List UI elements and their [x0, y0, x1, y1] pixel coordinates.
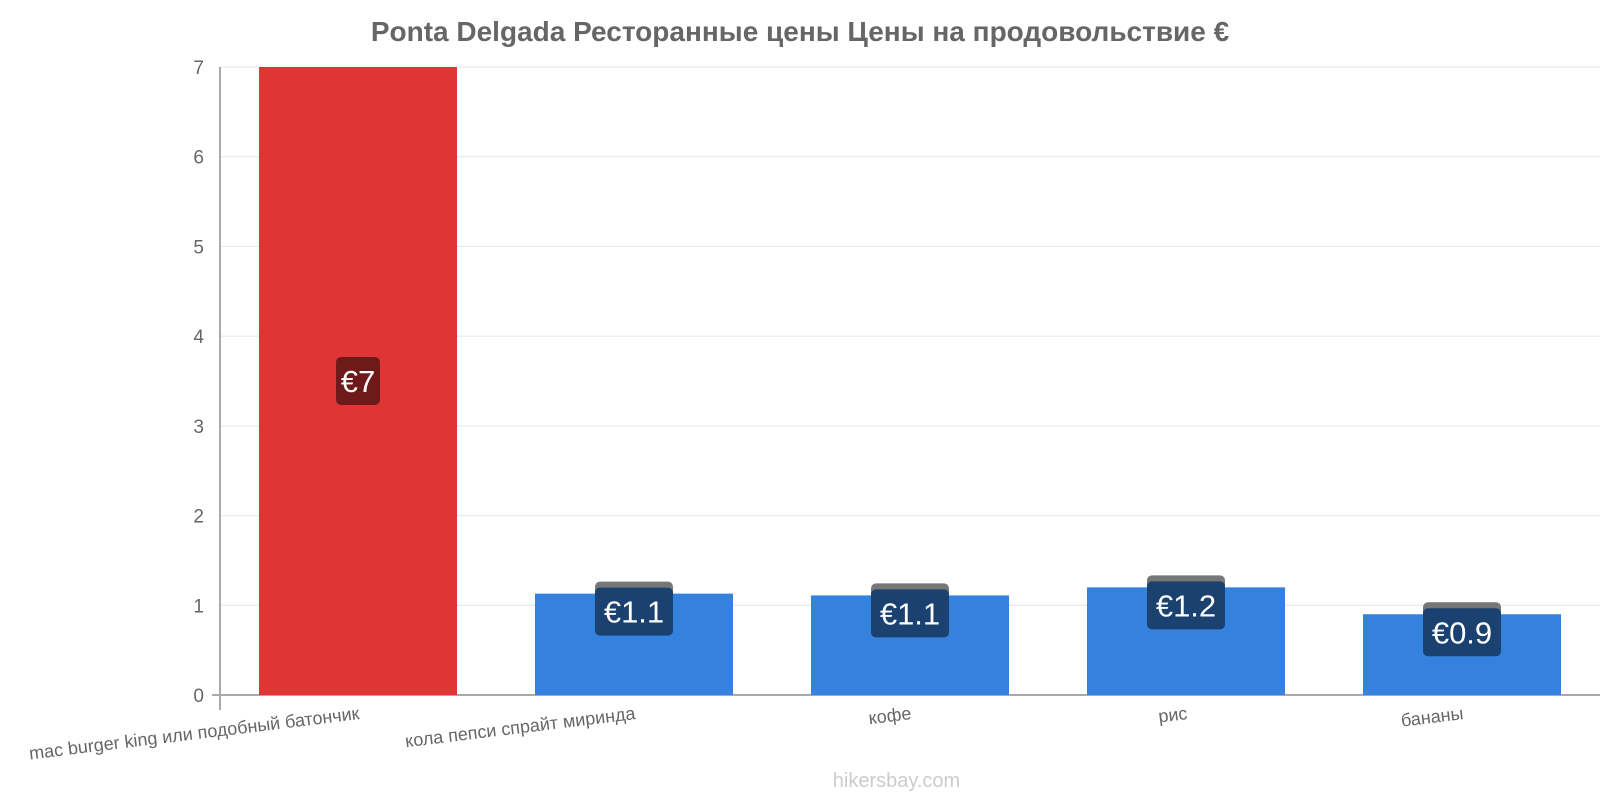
value-label-bg [1423, 608, 1501, 657]
value-label-bg [1147, 581, 1225, 630]
y-tick-label: 0 [193, 686, 204, 707]
y-tick-label: 3 [193, 417, 204, 438]
y-tick-label: 2 [193, 507, 204, 528]
watermark: hikersbay.com [832, 770, 961, 792]
x-tick-label: кола пепси спрайт миринда [404, 703, 637, 751]
value-label: €1.1 [595, 581, 673, 636]
value-label-bg [595, 587, 673, 636]
value-label-text: €0.9 [1432, 615, 1492, 650]
value-label: €0.9 [1423, 602, 1501, 657]
y-tick-label: 4 [193, 327, 204, 348]
value-label-bg [336, 357, 380, 405]
value-label-text: €1.2 [1156, 588, 1216, 623]
value-label-text: €1.1 [880, 596, 940, 631]
y-tick-label: 5 [193, 237, 204, 258]
value-label-text: €7 [341, 364, 375, 399]
y-tick-label: 1 [193, 596, 204, 617]
x-tick-label: рис [1157, 703, 1188, 726]
x-tick-label: кофе [867, 703, 912, 728]
chart-title: Ponta Delgada Ресторанные цены Цены на п… [370, 16, 1230, 47]
y-tick-label: 6 [193, 148, 204, 169]
x-tick-label: бананы [1400, 703, 1465, 730]
x-tick-label: mac burger king или подобный батончик [28, 703, 361, 763]
value-label: €1.2 [1147, 575, 1225, 630]
data-labels: €7 €1.1 €1.1 €1.2 €0.9 [336, 357, 1501, 657]
y-tick-label: 7 [193, 58, 204, 79]
value-label: €7 [336, 357, 380, 405]
value-label: €1.1 [871, 583, 949, 638]
value-label-text: €1.1 [604, 595, 664, 630]
value-label-bg [871, 589, 949, 638]
